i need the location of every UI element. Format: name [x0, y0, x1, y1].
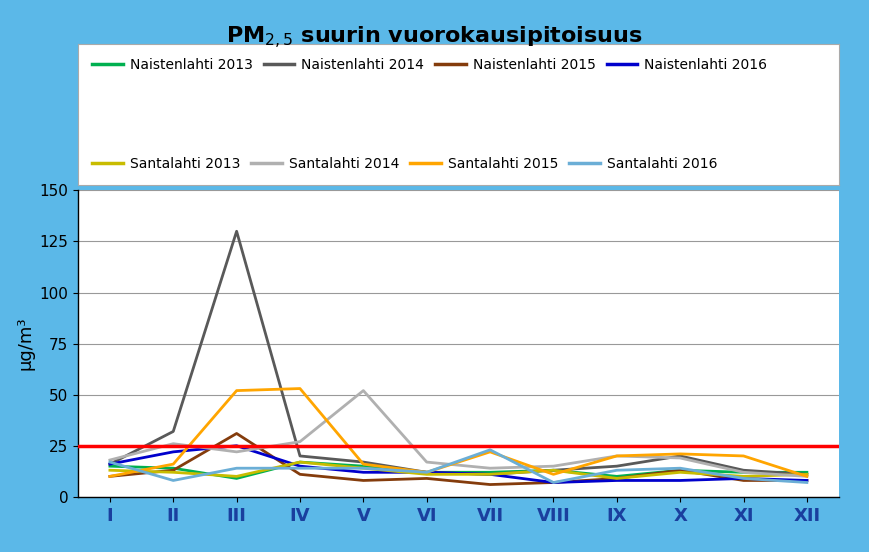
Text: PM$_{2,5}$ suurin vuorokausipitoisuus: PM$_{2,5}$ suurin vuorokausipitoisuus: [226, 25, 643, 51]
Legend: Santalahti 2013, Santalahti 2014, Santalahti 2015, Santalahti 2016: Santalahti 2013, Santalahti 2014, Santal…: [85, 150, 724, 178]
Y-axis label: µg/m³: µg/m³: [16, 317, 34, 370]
